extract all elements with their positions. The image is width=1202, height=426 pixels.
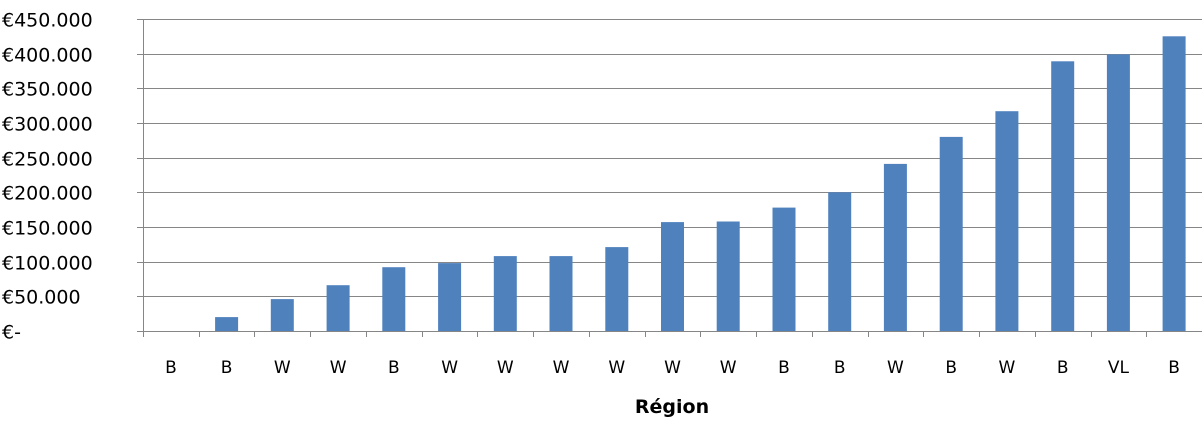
y-tick-label: €350.000 <box>2 79 93 101</box>
x-tick-label: W <box>497 358 514 378</box>
axes <box>143 19 1202 337</box>
bar <box>605 247 629 331</box>
x-tick-label: W <box>441 358 458 378</box>
bar <box>1162 36 1186 332</box>
y-tick-label: €- <box>2 322 21 344</box>
y-tick-label: €50.000 <box>2 287 81 309</box>
bar <box>438 263 462 331</box>
x-tick-label: W <box>664 358 681 378</box>
x-tick-label: B <box>1168 358 1180 378</box>
x-tick-label: W <box>330 358 347 378</box>
y-tick-label: €100.000 <box>2 253 93 275</box>
x-tick-label: B <box>1057 358 1069 378</box>
y-tick-labels: €- €50.000 €100.000 €150.000 €200.000 €250.00… <box>2 10 93 344</box>
x-tick-label: W <box>608 358 625 378</box>
bar <box>883 163 907 331</box>
bar <box>716 221 740 331</box>
bar <box>661 222 684 331</box>
x-tick-label: W <box>998 358 1015 378</box>
x-tick-label: W <box>720 358 737 378</box>
x-tick-label: W <box>553 358 570 378</box>
x-tick-label: B <box>165 358 177 378</box>
bar <box>493 256 517 331</box>
bar <box>326 285 350 331</box>
bar <box>939 136 963 331</box>
x-tick-label: VL <box>1108 358 1130 378</box>
x-tick-label: B <box>388 358 400 378</box>
x-tick-label: B <box>834 358 846 378</box>
bar <box>995 111 1019 331</box>
bar <box>828 192 852 331</box>
bar <box>1051 61 1075 332</box>
bar <box>772 207 796 331</box>
x-tick-labels: B B W W B W W W W W W B B W B W B VL B <box>165 358 1180 378</box>
x-tick-label: W <box>274 358 291 378</box>
y-tick-label: €150.000 <box>2 218 93 240</box>
x-tick-label: W <box>887 358 904 378</box>
y-tick-label: €250.000 <box>2 149 93 171</box>
y-tick-label: €200.000 <box>2 183 93 205</box>
x-tick-label: B <box>221 358 233 378</box>
y-tick-label: €450.000 <box>2 10 93 32</box>
y-tick-label: €300.000 <box>2 114 93 136</box>
bar <box>215 317 239 331</box>
bar <box>382 267 406 331</box>
y-tick-label: €400.000 <box>2 45 93 67</box>
x-tick-label: B <box>778 358 790 378</box>
bar <box>549 256 573 331</box>
x-tick-label: B <box>945 358 957 378</box>
bar <box>1106 54 1130 332</box>
bar <box>270 299 294 331</box>
x-axis-title: Région <box>635 396 709 418</box>
bars <box>215 36 1186 332</box>
